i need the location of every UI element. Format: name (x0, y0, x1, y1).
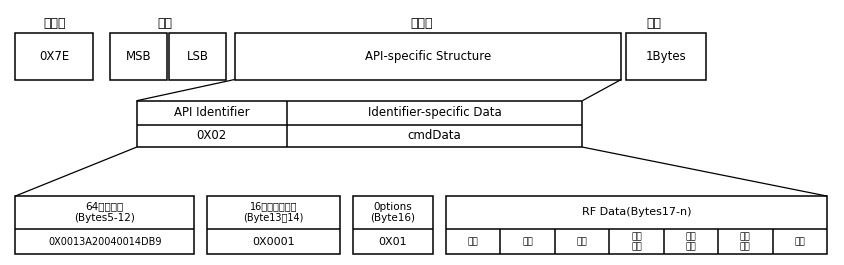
Text: API-specific Structure: API-specific Structure (365, 50, 491, 63)
Text: 16位源网络地址
(Byte13、14): 16位源网络地址 (Byte13、14) (243, 202, 304, 223)
Bar (15, 33, 93, 80)
Text: 日期: 日期 (468, 237, 479, 246)
Text: 时间: 时间 (522, 237, 533, 246)
Bar (169, 33, 226, 80)
Bar (137, 101, 582, 147)
Bar (353, 196, 433, 254)
Text: Identifier-specific Data: Identifier-specific Data (368, 106, 501, 119)
Text: 0ptions
(Byte16): 0ptions (Byte16) (371, 202, 415, 223)
Bar (446, 196, 827, 254)
Text: LSB: LSB (187, 50, 208, 63)
Bar (626, 33, 706, 80)
Bar (110, 33, 167, 80)
Text: 备用: 备用 (794, 237, 805, 246)
Text: 校验: 校验 (647, 17, 662, 30)
Text: RF Data(Bytes17-n): RF Data(Bytes17-n) (582, 207, 691, 217)
Text: 行驶
方向: 行驶 方向 (740, 232, 751, 251)
Text: 公交
路线: 公交 路线 (631, 232, 641, 251)
Text: 0X7E: 0X7E (39, 50, 69, 63)
Text: 数据帧: 数据帧 (411, 17, 433, 30)
Text: 1Bytes: 1Bytes (646, 50, 687, 63)
Text: 0X0013A20040014DB9: 0X0013A20040014DB9 (48, 237, 161, 246)
Text: 0X01: 0X01 (379, 237, 407, 246)
Text: 0X02: 0X02 (197, 129, 227, 143)
Bar (15, 196, 194, 254)
Text: 64位源地址
(Bytes5-12): 64位源地址 (Bytes5-12) (74, 202, 135, 223)
Text: cmdData: cmdData (408, 129, 462, 143)
Text: MSB: MSB (126, 50, 151, 63)
Text: API Identifier: API Identifier (174, 106, 250, 119)
Bar (207, 196, 340, 254)
Text: 开始符: 开始符 (44, 17, 66, 30)
Bar (235, 33, 621, 80)
Text: 车号: 车号 (576, 237, 587, 246)
Text: 车内
人数: 车内 人数 (685, 232, 696, 251)
Text: 长度: 长度 (157, 17, 172, 30)
Text: 0X0001: 0X0001 (252, 237, 295, 246)
